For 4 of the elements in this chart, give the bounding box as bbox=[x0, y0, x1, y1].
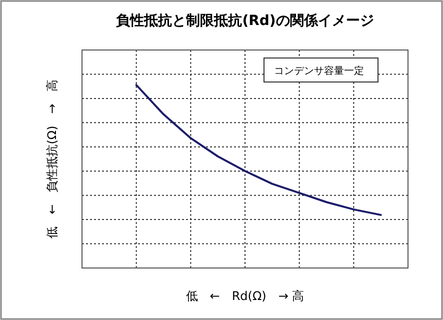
text: コンデンサ容量一定 bbox=[274, 65, 364, 77]
x-axis-title: 低 ← Rd(Ω) → 高 bbox=[186, 289, 304, 303]
chart-title: 負性抵抗と制限抵抗(Rd)の関係イメージ bbox=[116, 13, 374, 29]
y-axis-title: 低 ← 負性抵抗(Ω) → 高 bbox=[45, 80, 59, 238]
